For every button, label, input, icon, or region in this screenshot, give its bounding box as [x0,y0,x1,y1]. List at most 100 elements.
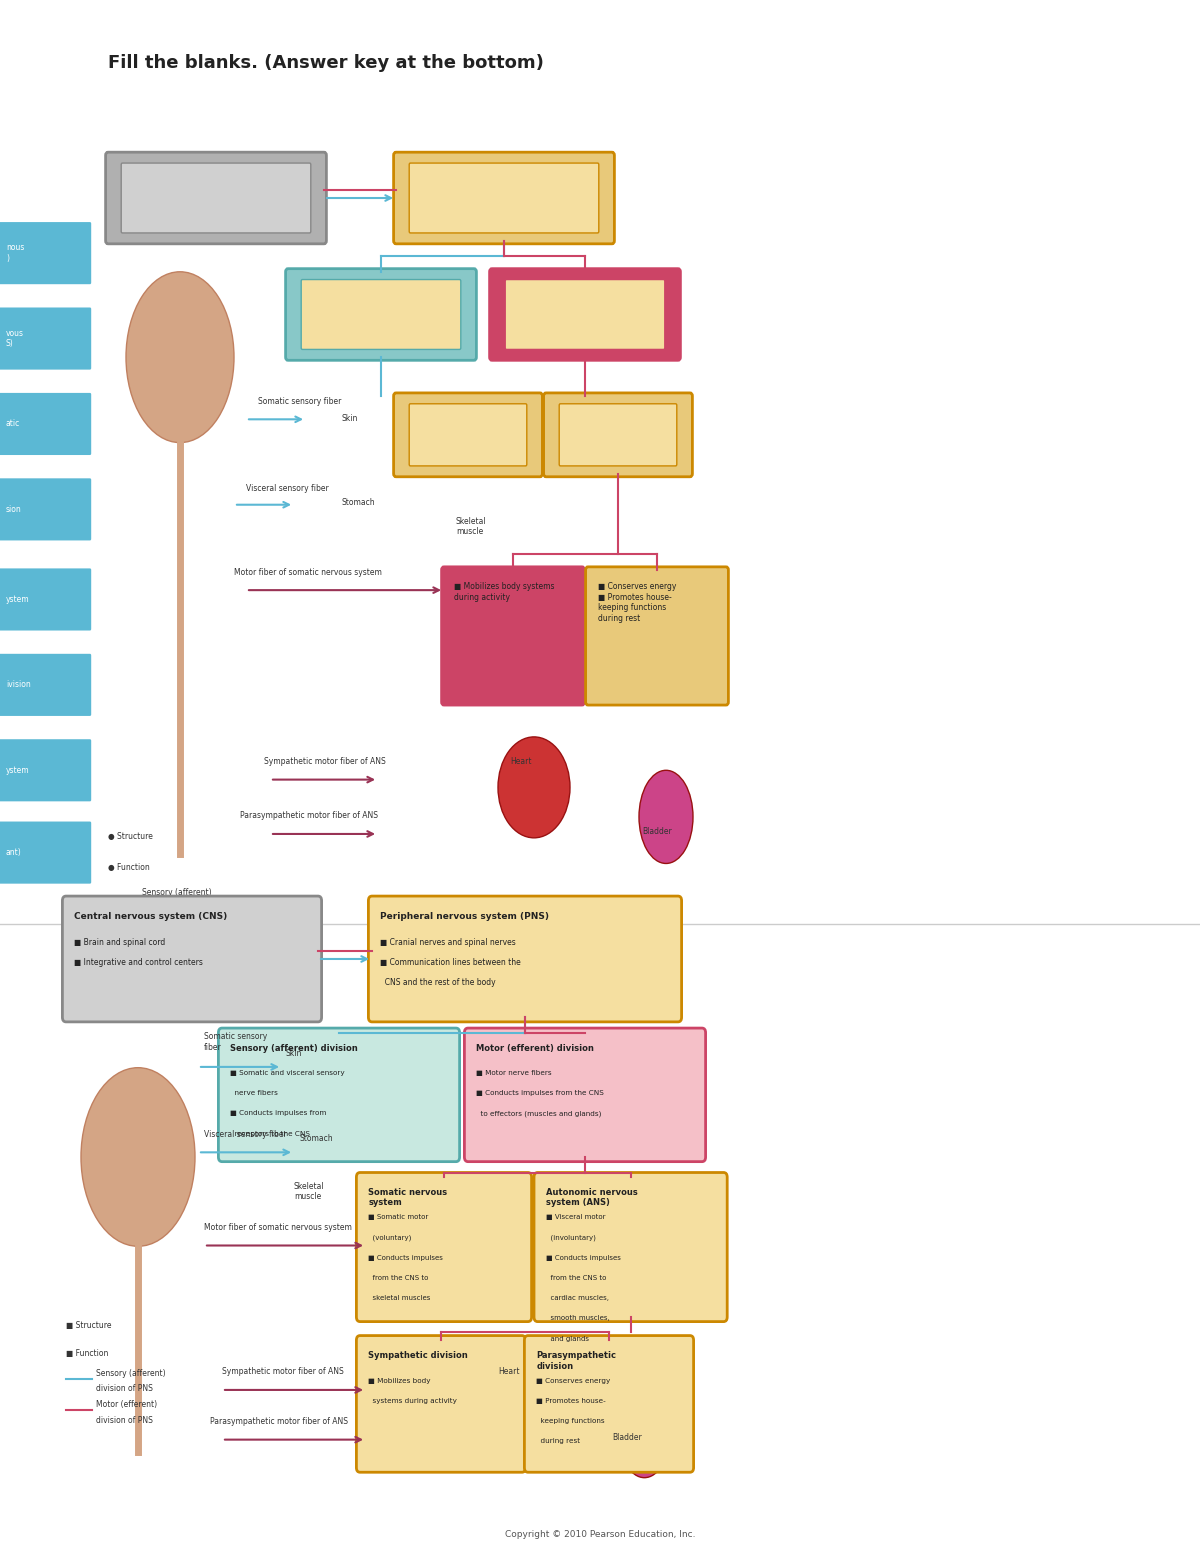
Ellipse shape [619,1391,670,1478]
Text: Motor (efferent): Motor (efferent) [96,1399,157,1409]
Text: Motor fiber of somatic nervous system: Motor fiber of somatic nervous system [204,1222,352,1232]
Text: ■ Brain and spinal cord: ■ Brain and spinal cord [74,938,166,947]
Text: from the CNS to: from the CNS to [546,1275,606,1281]
FancyBboxPatch shape [0,822,91,884]
Text: CNS and the rest of the body: CNS and the rest of the body [380,978,496,988]
FancyBboxPatch shape [524,1336,694,1472]
Text: ■ Motor nerve fibers: ■ Motor nerve fibers [476,1070,552,1076]
FancyBboxPatch shape [368,896,682,1022]
Text: Sympathetic division: Sympathetic division [368,1351,468,1360]
Text: ■ Integrative and control centers: ■ Integrative and control centers [74,958,203,968]
FancyBboxPatch shape [394,393,542,477]
Text: ■ Communication lines between the: ■ Communication lines between the [380,958,521,968]
Text: during rest: during rest [536,1438,581,1444]
Text: Motor (efferent) division: Motor (efferent) division [476,1044,594,1053]
Text: systems during activity: systems during activity [368,1398,457,1404]
Text: from the CNS to: from the CNS to [368,1275,428,1281]
Text: (involuntary): (involuntary) [546,1235,596,1241]
Text: skeletal muscles: skeletal muscles [368,1295,431,1301]
Text: Sympathetic motor fiber of ANS: Sympathetic motor fiber of ANS [264,756,385,766]
FancyBboxPatch shape [0,568,91,631]
Text: Stomach: Stomach [300,1134,334,1143]
Text: division of PNS: division of PNS [96,1415,152,1424]
Ellipse shape [82,1068,194,1246]
Text: sion: sion [6,505,22,514]
Text: ● Function: ● Function [108,862,150,871]
Text: smooth muscles,: smooth muscles, [546,1315,610,1322]
Text: (voluntary): (voluntary) [368,1235,412,1241]
Text: ■ Visceral motor: ■ Visceral motor [546,1214,606,1221]
FancyBboxPatch shape [286,269,476,360]
Text: keeping functions: keeping functions [536,1418,605,1424]
Ellipse shape [498,738,570,839]
Text: Copyright © 2010 Pearson Education, Inc.: Copyright © 2010 Pearson Education, Inc. [505,1530,695,1539]
Ellipse shape [640,770,694,863]
FancyBboxPatch shape [409,163,599,233]
Text: ■ Conducts impulses: ■ Conducts impulses [368,1255,443,1261]
FancyBboxPatch shape [0,393,91,455]
Text: Sensory (afferent) division: Sensory (afferent) division [230,1044,358,1053]
Text: Central nervous system (CNS): Central nervous system (CNS) [74,912,228,921]
Text: ■ Function: ■ Function [66,1348,108,1357]
Text: ivision: ivision [6,680,31,690]
FancyBboxPatch shape [121,163,311,233]
Text: ■ Conducts impulses: ■ Conducts impulses [546,1255,620,1261]
Text: Bladder: Bladder [642,826,672,836]
Text: Skin: Skin [342,413,359,422]
Text: ■ Mobilizes body: ■ Mobilizes body [368,1378,431,1384]
FancyBboxPatch shape [356,1173,532,1322]
Text: ystem: ystem [6,595,30,604]
FancyBboxPatch shape [301,280,461,349]
FancyBboxPatch shape [490,269,680,360]
Text: Heart: Heart [498,1367,520,1376]
Text: ■ Somatic motor: ■ Somatic motor [368,1214,428,1221]
Text: receptors to the CNS: receptors to the CNS [230,1131,311,1137]
FancyBboxPatch shape [409,404,527,466]
Text: ■ Conserves energy
■ Promotes house-
keeping functions
during rest: ■ Conserves energy ■ Promotes house- kee… [598,582,676,623]
Text: to effectors (muscles and glands): to effectors (muscles and glands) [476,1110,601,1117]
Text: ■ Conserves energy: ■ Conserves energy [536,1378,611,1384]
Text: ystem: ystem [6,766,30,775]
Ellipse shape [485,1354,552,1447]
Text: Fill the blanks. (Answer key at the bottom): Fill the blanks. (Answer key at the bott… [108,54,544,73]
Text: atic: atic [6,419,20,429]
Text: Motor fiber of somatic nervous system: Motor fiber of somatic nervous system [234,567,382,576]
Text: Somatic sensory fiber: Somatic sensory fiber [258,396,341,405]
FancyBboxPatch shape [394,152,614,244]
Text: Somatic sensory
fiber: Somatic sensory fiber [204,1033,268,1051]
Text: Skeletal
muscle: Skeletal muscle [456,517,487,536]
FancyBboxPatch shape [356,1336,526,1472]
Text: division of PNS: division of PNS [142,905,198,915]
Text: Peripheral nervous system (PNS): Peripheral nervous system (PNS) [380,912,550,921]
Text: cardiac muscles,: cardiac muscles, [546,1295,610,1301]
FancyBboxPatch shape [106,152,326,244]
FancyBboxPatch shape [559,404,677,466]
Text: Parasympathetic
division: Parasympathetic division [536,1351,617,1370]
Text: ■ Mobilizes body systems
during activity: ■ Mobilizes body systems during activity [454,582,554,601]
Text: vous
S): vous S) [6,329,24,348]
FancyBboxPatch shape [0,739,91,801]
Text: Skeletal
muscle: Skeletal muscle [294,1182,325,1200]
FancyBboxPatch shape [0,654,91,716]
Text: Parasympathetic motor fiber of ANS: Parasympathetic motor fiber of ANS [210,1416,348,1426]
Text: Skin: Skin [286,1048,302,1058]
FancyBboxPatch shape [0,478,91,540]
Text: Motor (afferent): Motor (afferent) [142,924,203,933]
FancyBboxPatch shape [62,896,322,1022]
Text: ■ Promotes house-: ■ Promotes house- [536,1398,606,1404]
FancyBboxPatch shape [544,393,692,477]
FancyBboxPatch shape [218,1028,460,1162]
Text: ■ Conducts impulses from: ■ Conducts impulses from [230,1110,326,1117]
Text: Visceral sensory fiber: Visceral sensory fiber [204,1129,287,1138]
Text: ■ Structure: ■ Structure [66,1320,112,1329]
Text: ● Structure: ● Structure [108,831,152,840]
FancyBboxPatch shape [0,307,91,370]
Text: Bladder: Bladder [612,1432,642,1441]
FancyBboxPatch shape [586,567,728,705]
Text: ■ Cranial nerves and spinal nerves: ■ Cranial nerves and spinal nerves [380,938,516,947]
FancyBboxPatch shape [0,222,91,284]
Text: division of PNS: division of PNS [142,943,198,952]
Text: Sensory (afferent): Sensory (afferent) [96,1368,166,1378]
FancyBboxPatch shape [442,567,584,705]
Text: Parasympathetic motor fiber of ANS: Parasympathetic motor fiber of ANS [240,811,378,820]
